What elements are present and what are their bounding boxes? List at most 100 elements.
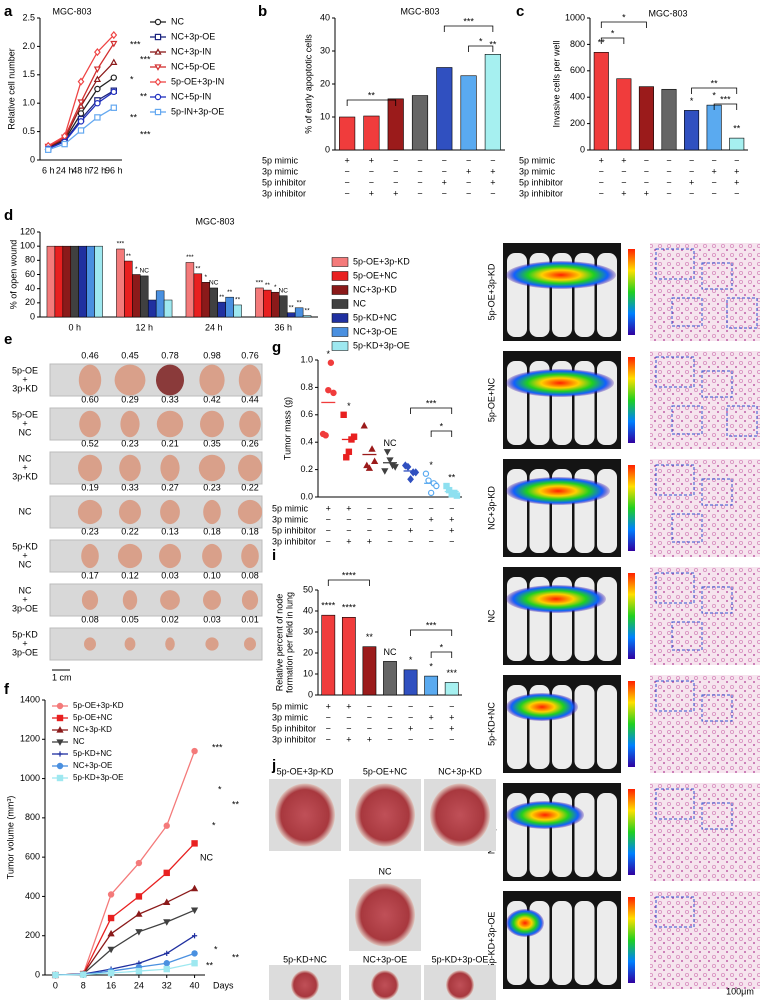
- condition-label: 3p mimic: [519, 166, 556, 176]
- bar: [684, 110, 700, 151]
- tumor-mass: 0.46: [81, 350, 99, 360]
- marker: [363, 461, 371, 469]
- bar: [185, 262, 195, 318]
- group-label: 3p-KD: [12, 383, 38, 393]
- mouse: [597, 901, 617, 985]
- panel-letter: g: [272, 339, 281, 356]
- condition-cell: −: [393, 177, 398, 187]
- condition-label: 5p inhibitor: [519, 177, 563, 187]
- lesion-box: [701, 694, 733, 722]
- tumor: [205, 637, 219, 651]
- marker: [56, 774, 64, 782]
- bracket-label: ***: [463, 16, 474, 26]
- y-tick-label: 20: [320, 78, 330, 88]
- marker: [154, 77, 162, 87]
- y-tick-label: 0.6: [300, 409, 313, 419]
- bracket: [327, 579, 370, 586]
- tumor: [156, 410, 184, 438]
- mouse: [574, 685, 595, 769]
- marker: [345, 448, 353, 455]
- bar: [193, 273, 203, 318]
- tumor: [203, 590, 221, 610]
- bracket-label: ***: [426, 620, 437, 630]
- bar: [321, 614, 336, 696]
- bracket-label: *: [479, 36, 483, 46]
- signal: [506, 909, 544, 937]
- annotation: ***: [130, 39, 141, 49]
- bar: [362, 646, 377, 696]
- marker: [110, 58, 118, 65]
- tumor-mass: 0.44: [241, 394, 259, 404]
- marker: [164, 950, 170, 956]
- condition-label: 3p inhibitor: [519, 188, 563, 198]
- condition-cell: −: [417, 177, 422, 187]
- marker: [77, 118, 85, 125]
- condition-label: 5p inhibitor: [262, 177, 306, 187]
- marker: [93, 75, 102, 83]
- mouse: [597, 685, 617, 769]
- bar-label: **: [489, 40, 497, 50]
- y-tick-label: 1.5: [22, 69, 35, 79]
- bar-label: **: [733, 123, 741, 133]
- condition-cell: −: [466, 177, 471, 187]
- y-tick-label: 0: [30, 311, 35, 321]
- y-tick-label: 400: [570, 92, 585, 102]
- panel-letter: f: [4, 681, 10, 698]
- x-tick-label: 12 h: [135, 322, 153, 332]
- tumor-mass: 0.08: [81, 614, 99, 624]
- legend-label: 5p-OE+NC: [73, 713, 113, 722]
- tumor-photo: [49, 583, 263, 617]
- group-label: 3p-KD: [12, 471, 38, 481]
- condition-cell: −: [367, 503, 372, 513]
- condition-cell: −: [449, 734, 454, 744]
- bar: [387, 98, 404, 151]
- panel-letter: d: [4, 207, 13, 224]
- x-tick-label: 0: [53, 980, 58, 990]
- tumor: [84, 637, 96, 651]
- signal: [506, 369, 614, 397]
- group-label: NC: [19, 559, 32, 569]
- tumor-mass: 0.13: [161, 526, 179, 536]
- group-label: NC: [19, 506, 32, 516]
- condition-cell: −: [429, 701, 434, 711]
- lung: [430, 783, 490, 847]
- bar-label: NC: [279, 287, 289, 294]
- x-tick-label: 24 h: [205, 322, 223, 332]
- tumor-mass: 0.03: [161, 570, 179, 580]
- y-axis-label: % of open wound: [8, 240, 18, 310]
- condition-cell: −: [466, 188, 471, 198]
- marker: [422, 470, 430, 477]
- group-label: NC: [19, 585, 32, 595]
- bracket: [691, 87, 738, 94]
- lesion-box: [671, 405, 703, 435]
- legend-swatch: [331, 285, 349, 295]
- marker: [381, 468, 389, 475]
- y-tick-label: 1000: [565, 12, 585, 22]
- mouse: [597, 469, 617, 553]
- condition-cell: −: [734, 188, 739, 198]
- annotation: *: [214, 944, 218, 954]
- marker: [386, 457, 394, 464]
- condition-cell: +: [490, 177, 495, 187]
- y-tick-label: 800: [570, 39, 585, 49]
- condition-label: 5p mimic: [519, 155, 556, 165]
- condition-cell: −: [417, 155, 422, 165]
- lung: [275, 783, 335, 847]
- marker: [94, 99, 101, 107]
- condition-cell: +: [326, 503, 331, 513]
- bar-label: ***: [446, 668, 457, 678]
- tumor-mass: 0.19: [81, 482, 99, 492]
- marker: [77, 110, 85, 117]
- tumor: [237, 499, 263, 525]
- tumor-mass: 0.33: [121, 482, 139, 492]
- y-axis-label: % of early apoptotic cells: [303, 34, 313, 134]
- legend-label: 5p-KD+NC: [353, 312, 397, 322]
- condition-cell: −: [442, 166, 447, 176]
- condition-label: 3p mimic: [272, 712, 309, 722]
- legend-swatch: [331, 341, 349, 351]
- mouse: [574, 793, 595, 877]
- condition-cell: −: [326, 536, 331, 546]
- marker: [107, 946, 115, 954]
- condition-cell: +: [466, 166, 471, 176]
- condition-cell: −: [429, 536, 434, 546]
